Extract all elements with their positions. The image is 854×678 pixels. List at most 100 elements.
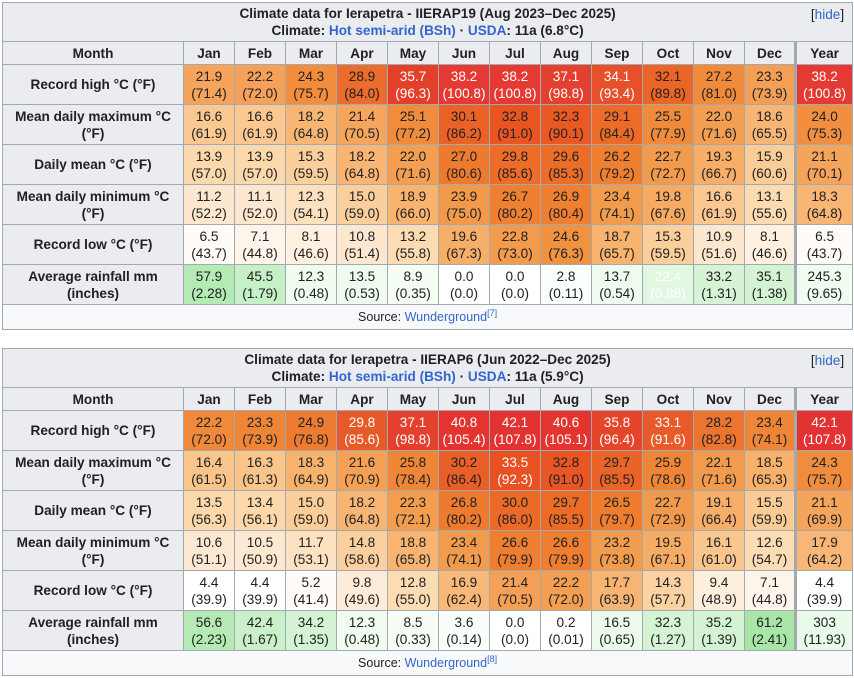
data-cell: 16.4 (61.5) (183, 450, 235, 491)
cell-value: 303 (813, 614, 836, 630)
cell-converted-value: (60.6) (751, 165, 788, 181)
cell-value: 32.3 (552, 108, 580, 124)
cell-converted-value: (52.0) (242, 205, 278, 221)
data-cell: 34.2 (1.35) (285, 610, 337, 651)
cell-converted-value: (105.4) (442, 431, 486, 447)
data-cell: 11.7 (53.1) (285, 530, 337, 571)
climate-type-link[interactable]: Hot semi-arid (BSh) (328, 23, 456, 38)
cell-value: 25.5 (654, 108, 682, 124)
data-cell: 16.9 (62.4) (438, 570, 490, 611)
cell-converted-value: (71.4) (191, 85, 227, 101)
cell-value: 35.2 (705, 614, 733, 630)
cell-value: 56.6 (195, 614, 223, 630)
cell-converted-value: (90.1) (548, 125, 584, 141)
data-cell: 32.8 (91.0) (489, 104, 541, 145)
cell-value: 23.3 (246, 414, 274, 430)
reference-link[interactable]: [8] (487, 653, 498, 664)
cell-value: 13.5 (195, 494, 223, 510)
hide-toggle[interactable]: [hide] (810, 353, 845, 368)
cell-converted-value: (0.0) (501, 631, 529, 647)
climate-type-link[interactable]: Hot semi-arid (BSh) (328, 369, 456, 384)
cell-value: 19.3 (705, 148, 733, 164)
data-cell: 22.3 (72.1) (387, 490, 439, 531)
data-cell: 29.8 (85.6) (336, 410, 388, 451)
data-cell: 29.7 (85.5) (540, 490, 592, 531)
cell-converted-value: (1.31) (701, 285, 737, 301)
reference-link[interactable]: [7] (487, 307, 498, 318)
cell-converted-value: (2.28) (191, 285, 227, 301)
month-header-row: Month Jan Feb Mar Apr May Jun Jul Aug Sep Oct Nov De… (2, 41, 854, 65)
usda-link[interactable]: USDA (467, 369, 507, 384)
month-feb: Feb (234, 41, 286, 65)
cell-converted-value: (79.9) (548, 551, 584, 567)
cell-converted-value: (56.3) (191, 511, 227, 527)
hide-link[interactable]: hide (814, 7, 841, 22)
data-cell: 13.9 (57.0) (234, 144, 286, 185)
cell-converted-value: (65.8) (395, 551, 431, 567)
cell-value: 57.9 (195, 268, 223, 284)
data-cell: 27.0 (80.6) (438, 144, 490, 185)
cell-value: 16.5 (603, 614, 631, 630)
data-cell: 26.2 (79.2) (591, 144, 643, 185)
cell-converted-value: (85.6) (497, 165, 533, 181)
table-row: Record low °C (°F) 4.4 (39.9) 4.4 (39.9) 5.2(… (2, 570, 854, 611)
hide-link[interactable]: hide (814, 353, 841, 368)
table-row: Average rainfall mm (inches) 57.9 (2.28) 45… (2, 264, 854, 305)
cell-value: 61.2 (756, 614, 783, 630)
data-cell: 25.1 (77.2) (387, 104, 439, 145)
data-cell: 13.4 (56.1) (234, 490, 286, 531)
cell-value: 34.1 (603, 68, 631, 84)
cell-converted-value: (70.5) (497, 591, 533, 607)
data-cell: 10.9 (51.6) (693, 224, 745, 265)
cell-value: 26.6 (501, 534, 529, 550)
cell-converted-value: (71.6) (701, 471, 737, 487)
cell-value: 16.1 (705, 534, 733, 550)
source-link[interactable]: Wunderground (404, 656, 488, 670)
cell-value: 24.0 (811, 108, 838, 124)
data-cell: 37.1 (98.8) (387, 410, 439, 451)
data-cell: 7.1 (44.8) (744, 570, 796, 611)
cell-converted-value: (85.6) (344, 431, 380, 447)
month-year: Year (793, 41, 854, 65)
cell-converted-value: (59.5) (293, 165, 329, 181)
month-jun: Jun (438, 41, 490, 65)
cell-value: 21.4 (348, 108, 376, 124)
data-cell: 21.9 (71.4) (183, 64, 235, 105)
cell-converted-value: (74.1) (751, 431, 788, 447)
cell-value: 37.1 (552, 68, 580, 84)
cell-value: 3.6 (454, 614, 474, 630)
month-apr: Apr (336, 41, 388, 65)
cell-value: 18.5 (756, 454, 783, 470)
hide-toggle[interactable]: [hide] (810, 7, 845, 22)
cell-value: 26.9 (552, 188, 580, 204)
cell-converted-value: (59.5) (650, 245, 686, 261)
cell-value: 40.8 (450, 414, 478, 430)
cell-value: 25.9 (654, 454, 682, 470)
data-cell: 40.8 (105.4) (438, 410, 490, 451)
cell-converted-value: (98.8) (548, 85, 584, 101)
usda-zone-value: : 11a (6.8°C) (506, 23, 584, 38)
cell-value: 21.1 (811, 494, 838, 510)
cell-converted-value: (81.0) (701, 85, 737, 101)
cell-converted-value: (79.2) (599, 165, 635, 181)
cell-converted-value: (91.0) (497, 125, 533, 141)
usda-link[interactable]: USDA (467, 23, 507, 38)
data-cell: 14.8 (58.6) (336, 530, 388, 571)
cell-converted-value: (67.3) (446, 245, 482, 261)
cell-converted-value: (11.93) (803, 631, 846, 647)
cell-value: 40.6 (552, 414, 580, 430)
data-cell: 28.9 (84.0) (336, 64, 388, 105)
cell-value: 8.9 (403, 268, 423, 284)
cell-value: 18.2 (348, 494, 376, 510)
table-caption: [hide] Climate data for Ierapetra - IIERA… (1, 2, 854, 42)
cell-converted-value: (64.8) (344, 165, 380, 181)
cell-converted-value: (0.54) (599, 285, 635, 301)
data-cell: 19.8 (67.6) (642, 184, 694, 225)
data-cell: 13.1 (55.6) (744, 184, 796, 225)
data-cell: 13.9 (57.0) (183, 144, 235, 185)
cell-converted-value: (78.6) (650, 471, 686, 487)
data-cell: 4.4 (39.9) (234, 570, 286, 611)
table-row: Daily mean °C (°F) 13.5 (56.3) 13.4 (56.1) 15… (2, 490, 854, 531)
row-label: Mean daily minimum °C (°F) (2, 530, 184, 571)
source-link[interactable]: Wunderground (404, 310, 488, 324)
